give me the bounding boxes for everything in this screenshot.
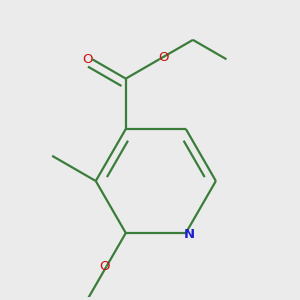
Text: N: N (184, 228, 195, 241)
Text: O: O (99, 260, 110, 273)
Text: O: O (158, 51, 169, 64)
Text: O: O (82, 53, 93, 66)
